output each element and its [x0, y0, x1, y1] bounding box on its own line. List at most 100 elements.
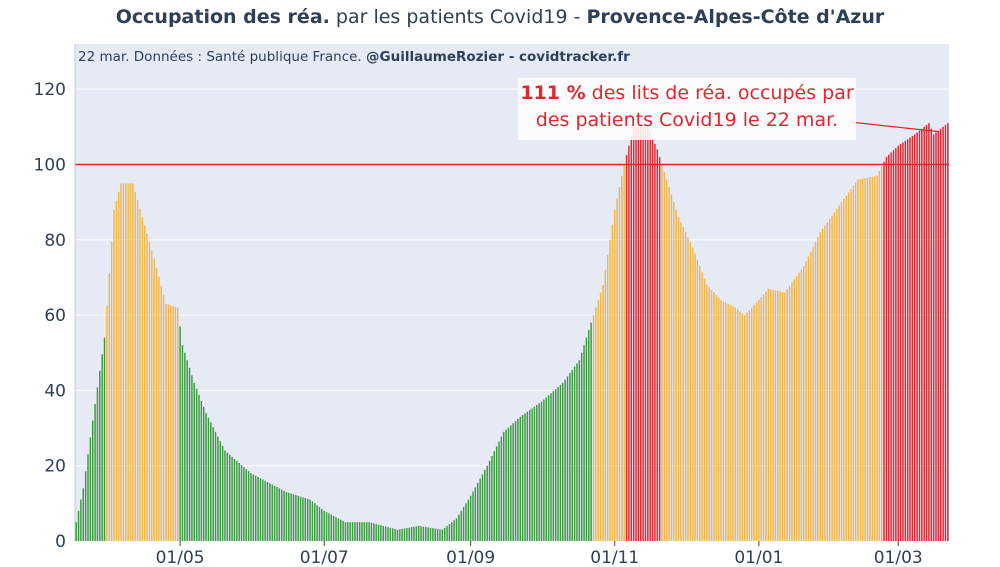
bar [200, 400, 203, 541]
bar [484, 470, 486, 541]
bar [521, 415, 524, 541]
bar [821, 228, 824, 541]
bar [923, 126, 925, 541]
bar [557, 387, 559, 541]
bar [599, 292, 602, 541]
bar [110, 241, 113, 542]
bar [160, 285, 162, 541]
bar [243, 467, 245, 541]
bar [564, 379, 566, 541]
bar [739, 311, 741, 541]
bar [495, 446, 498, 541]
bar [637, 126, 640, 541]
bar [458, 514, 460, 541]
bar [354, 522, 356, 541]
bar [87, 454, 89, 541]
bar [212, 427, 214, 541]
title-middle-part: par les patients Covid19 - [329, 6, 587, 28]
annotation-line-1-text: des lits de réa. occupés par [585, 82, 854, 104]
y-tick-label: 20 [44, 457, 66, 477]
bar [654, 143, 656, 541]
bar [614, 209, 616, 542]
bar [179, 326, 181, 541]
bar [203, 406, 205, 541]
bar [101, 354, 103, 541]
bar [677, 217, 680, 541]
bar [642, 126, 644, 541]
bar [425, 527, 427, 541]
bar [167, 304, 170, 541]
bar [96, 387, 99, 541]
bar [824, 225, 826, 541]
bar [306, 498, 309, 541]
bar [195, 388, 198, 541]
bar [661, 164, 663, 542]
x-tick-label: 01/01 [734, 548, 783, 567]
bar [84, 471, 87, 541]
bar [493, 451, 496, 541]
bar [559, 384, 562, 541]
bar [810, 251, 812, 541]
bar [125, 183, 127, 541]
bar [89, 437, 92, 541]
bar [850, 189, 852, 542]
bar [325, 512, 328, 541]
bar [753, 305, 755, 541]
bar [720, 300, 722, 541]
bar [656, 149, 658, 542]
bar [467, 499, 470, 541]
bar [503, 431, 505, 541]
bar [673, 202, 675, 541]
bar [191, 375, 193, 541]
bar [684, 232, 687, 541]
bar [465, 503, 467, 541]
bar [883, 161, 885, 541]
bar [262, 479, 264, 541]
bar [469, 495, 472, 541]
bar [391, 528, 394, 541]
bar [899, 144, 902, 542]
bar [224, 450, 226, 541]
bar [505, 429, 507, 541]
bar [623, 164, 625, 542]
bar [384, 526, 387, 541]
bar [441, 529, 444, 541]
bar [921, 128, 923, 541]
bar [172, 306, 174, 541]
bar [798, 272, 800, 541]
bar [892, 150, 895, 541]
bar [864, 178, 866, 541]
bar [174, 306, 177, 541]
bar [139, 208, 141, 542]
bar [297, 495, 299, 541]
bar [358, 522, 361, 541]
bar [181, 345, 184, 541]
bar [547, 395, 550, 541]
bar [188, 367, 191, 541]
bar [316, 505, 318, 541]
bar [748, 310, 751, 541]
bar [734, 307, 736, 541]
bar [807, 256, 810, 541]
bar [226, 452, 229, 541]
bar [576, 363, 578, 541]
bar [370, 522, 373, 541]
bar [524, 413, 526, 541]
bar [302, 497, 304, 541]
bar [554, 389, 557, 541]
bar [932, 134, 935, 542]
annotation-pointer [849, 121, 939, 133]
bar [528, 410, 531, 541]
bar [94, 403, 96, 541]
bar [266, 482, 269, 541]
bar [214, 431, 217, 541]
bar [141, 217, 144, 541]
bar [264, 480, 266, 541]
bar [283, 490, 285, 541]
bar [675, 209, 677, 542]
bar [519, 416, 521, 541]
source-credit: @GuillaumeRozier - covidtracker.fr [366, 49, 630, 65]
bar [732, 306, 734, 541]
annotation-line-2: des patients Covid19 le 22 mar. [535, 109, 839, 131]
